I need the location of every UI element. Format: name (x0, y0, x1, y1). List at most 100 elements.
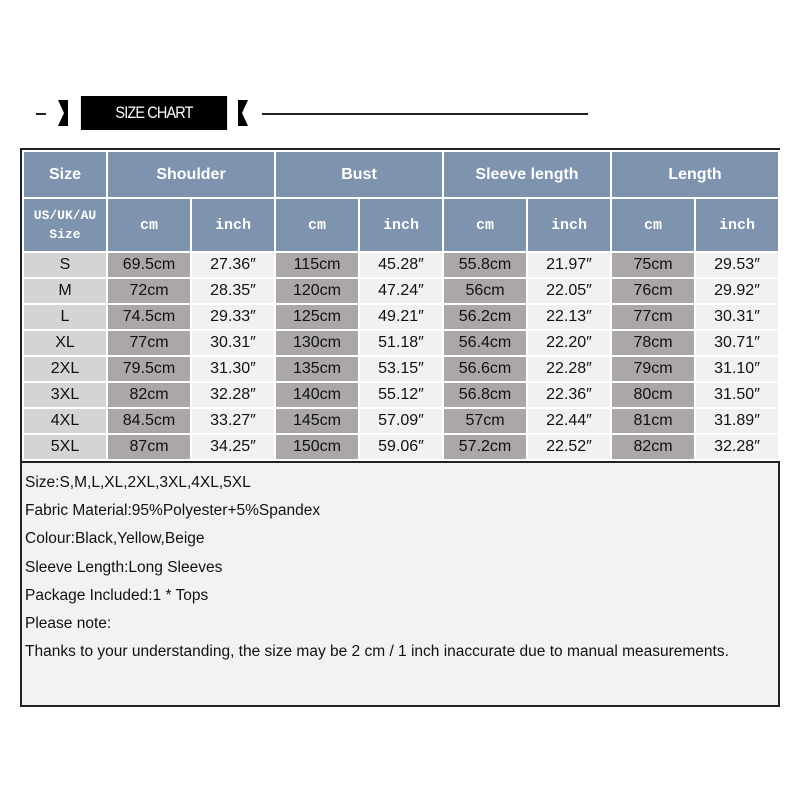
cm-cell: 56cm (442, 277, 528, 305)
subheader-inch: inch (190, 197, 276, 253)
cm-cell: 57cm (442, 407, 528, 435)
table-row: 3XL 82cm 32.28″ 140cm 55.12″ 56.8cm 22.36″ 80cm… (22, 381, 781, 409)
table-row: M 72cm 28.35″ 120cm 47.24″ 56cm 22.05″ 76cm 29.9… (22, 277, 781, 305)
size-cell: XL (22, 329, 108, 357)
cm-cell: 125cm (274, 303, 360, 331)
inch-cell: 47.24″ (358, 277, 444, 305)
inch-cell: 45.28″ (358, 251, 444, 279)
inch-cell: 28.35″ (190, 277, 276, 305)
cm-cell: 81cm (610, 407, 696, 435)
inch-cell: 31.50″ (693, 381, 781, 409)
note-line: Colour:Black,Yellow,Beige (25, 530, 205, 548)
header-sleeve-length: Sleeve length (442, 150, 612, 199)
subheader-cm: cm (274, 197, 360, 253)
inch-cell: 57.09″ (358, 407, 444, 435)
size-cell: 4XL (22, 407, 108, 435)
note-line: Please note: (25, 615, 112, 633)
inch-cell: 49.21″ (358, 303, 444, 331)
cm-cell: 69.5cm (106, 251, 192, 279)
cm-cell: 57.2cm (442, 433, 528, 461)
subheader-cm: cm (106, 197, 192, 253)
inch-cell: 32.28″ (190, 381, 276, 409)
size-cell: 3XL (22, 381, 108, 409)
table-row: XL 77cm 30.31″ 130cm 51.18″ 56.4cm 22.20″ 78cm 3… (22, 329, 781, 357)
cm-cell: 56.4cm (442, 329, 528, 357)
inch-cell: 22.52″ (526, 433, 612, 461)
cm-cell: 82cm (106, 381, 192, 409)
note-line: Sleeve Length:Long Sleeves (25, 558, 223, 576)
product-notes: Size:S,M,L,XL,2XL,3XL,4XL,5XL Fabric Mate… (22, 461, 778, 672)
header-row: Size Shoulder Bust Sleeve length Length (22, 150, 781, 199)
size-chart-banner: SIZE CHART (80, 96, 228, 130)
note-line: Package Included:1 * Tops (25, 586, 209, 604)
subheader-inch: inch (358, 197, 444, 253)
note-line: Fabric Material:95%Polyester+5%Spandex (25, 502, 321, 520)
inch-cell: 22.36″ (526, 381, 612, 409)
inch-cell: 22.20″ (526, 329, 612, 357)
subheader-size: US/UK/AU Size (22, 197, 108, 253)
cm-cell: 150cm (274, 433, 360, 461)
header-size: Size (22, 150, 108, 199)
size-cell: 2XL (22, 355, 108, 383)
header-shoulder: Shoulder (106, 150, 276, 199)
size-cell: M (22, 277, 108, 305)
table-row: 2XL 79.5cm 31.30″ 135cm 53.15″ 56.6cm 22.28″ 79… (22, 355, 781, 383)
banner-title: SIZE CHART (115, 103, 193, 122)
inch-cell: 22.28″ (526, 355, 612, 383)
divider-line (262, 113, 588, 115)
inch-cell: 22.44″ (526, 407, 612, 435)
inch-cell: 31.30″ (190, 355, 276, 383)
cm-cell: 145cm (274, 407, 360, 435)
cm-cell: 79.5cm (106, 355, 192, 383)
size-cell: 5XL (22, 433, 108, 461)
subheader-inch: inch (526, 197, 612, 253)
cm-cell: 80cm (610, 381, 696, 409)
cm-cell: 55.8cm (442, 251, 528, 279)
inch-cell: 22.05″ (526, 277, 612, 305)
inch-cell: 55.12″ (358, 381, 444, 409)
cm-cell: 115cm (274, 251, 360, 279)
cm-cell: 84.5cm (106, 407, 192, 435)
inch-cell: 51.18″ (358, 329, 444, 357)
subheader-cm: cm (442, 197, 528, 253)
inch-cell: 53.15″ (358, 355, 444, 383)
inch-cell: 30.31″ (693, 303, 781, 331)
inch-cell: 29.33″ (190, 303, 276, 331)
note-line: Thanks to your understanding, the size m… (25, 643, 729, 661)
cm-cell: 78cm (610, 329, 696, 357)
inch-cell: 32.28″ (693, 433, 781, 461)
subheader-row: US/UK/AU Size cm inch cm inch cm inch cm inch (22, 197, 781, 253)
cm-cell: 120cm (274, 277, 360, 305)
subheader-inch: inch (693, 197, 781, 253)
banner-ribbon-left (58, 100, 68, 126)
header-bust: Bust (274, 150, 444, 199)
size-chart: Size Shoulder Bust Sleeve length Length … (20, 148, 781, 707)
cm-cell: 75cm (610, 251, 696, 279)
size-cell: L (22, 303, 108, 331)
table-row: L 74.5cm 29.33″ 125cm 49.21″ 56.2cm 22.13″ 77cm… (22, 303, 781, 331)
inch-cell: 31.10″ (693, 355, 781, 383)
inch-cell: 29.53″ (693, 251, 781, 279)
inch-cell: 21.97″ (526, 251, 612, 279)
cm-cell: 140cm (274, 381, 360, 409)
cm-cell: 130cm (274, 329, 360, 357)
inch-cell: 34.25″ (190, 433, 276, 461)
inch-cell: 30.31″ (190, 329, 276, 357)
divider-dash (36, 113, 46, 115)
header-length: Length (609, 150, 781, 199)
subheader-cm: cm (610, 197, 696, 253)
cm-cell: 56.8cm (442, 381, 528, 409)
table-row: S 69.5cm 27.36″ 115cm 45.28″ 55.8cm 21.97″ 75cm… (22, 251, 781, 279)
cm-cell: 79cm (610, 355, 696, 383)
note-line: Size:S,M,L,XL,2XL,3XL,4XL,5XL (25, 474, 251, 491)
cm-cell: 76cm (610, 277, 696, 305)
cm-cell: 56.6cm (442, 355, 528, 383)
banner-ribbon-right (238, 100, 248, 126)
inch-cell: 59.06″ (358, 433, 444, 461)
cm-cell: 77cm (106, 329, 192, 357)
cm-cell: 74.5cm (106, 303, 192, 331)
inch-cell: 22.13″ (526, 303, 612, 331)
cm-cell: 82cm (610, 433, 696, 461)
table-row: 4XL 84.5cm 33.27″ 145cm 57.09″ 57cm 22.44″ 81cm… (22, 407, 781, 435)
inch-cell: 27.36″ (190, 251, 276, 279)
